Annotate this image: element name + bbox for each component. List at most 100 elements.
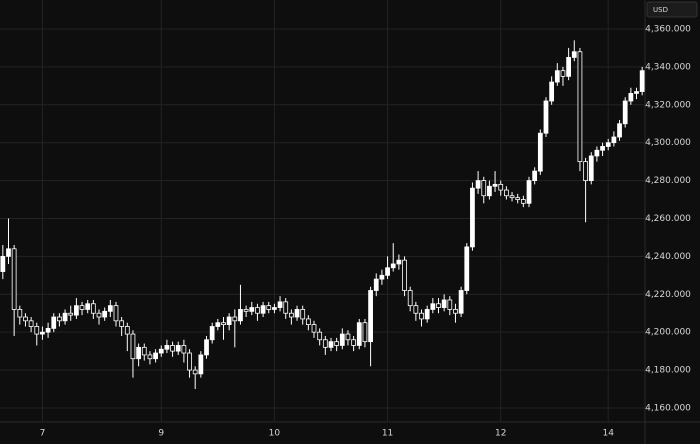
candle-body [23,316,28,322]
candle-body [215,322,221,327]
candle-body [124,326,130,335]
candle-body [170,345,175,352]
candle-body [249,307,255,312]
candle-body [34,326,40,335]
y-tick-label: 4,220.000 [645,290,691,300]
candle-body [334,341,340,346]
candle-body [283,301,289,314]
candle-body [147,354,153,360]
candle-body [390,263,396,269]
candle-body [368,290,373,343]
y-tick-label: 4,360.000 [645,24,691,34]
candle-body [622,100,628,125]
candle-body [175,345,181,352]
candle-body [68,312,74,316]
candle-body [407,290,413,307]
candle-body [549,81,555,102]
candle-body [509,195,515,199]
candle-body [164,345,170,350]
candle-body [266,305,272,310]
candle-body [345,333,351,341]
x-tick-label: 14 [602,429,614,439]
y-tick-label: 4,160.000 [645,403,691,413]
candle-body [192,369,198,375]
candle-body [57,316,62,322]
candle-body [634,91,639,94]
candle-body [441,299,447,308]
y-tick-label: 4,240.000 [645,252,691,262]
candle-body [492,183,498,187]
candle-body [470,187,475,248]
candle-body [560,70,566,77]
candle-body [6,248,11,257]
candle-body [187,352,192,371]
candle-body [379,274,385,280]
y-tick-label: 4,320.000 [645,100,691,110]
candle-body [85,303,91,310]
candle-body [487,185,492,197]
candle-body [277,301,283,308]
candle-body [600,146,605,151]
candle-body [351,339,356,346]
candle-body [515,197,521,200]
candle-body [458,290,464,314]
x-tick-label: 7 [40,429,46,439]
candle-body [554,70,560,83]
candle-body [294,309,300,318]
candle-body [153,352,158,360]
candle-body [204,339,209,356]
candle-body [617,123,622,138]
candle-body [17,309,23,318]
candle-body [62,312,68,322]
candle-body [119,320,125,327]
candle-body [209,326,215,341]
candle-body [45,327,51,333]
candle-body [424,309,430,320]
candle-body [141,346,147,356]
candle-body [136,346,141,360]
candle-body [198,354,204,375]
candle-body [430,303,436,310]
unit-label: USD [653,6,668,14]
candle-body [289,312,294,318]
candle-body [311,324,317,333]
candle-body [272,307,277,310]
candle-body [537,132,543,172]
candle-body [571,51,577,58]
candle-body [102,310,108,318]
candle-body [385,267,390,276]
candle-body [628,93,634,102]
candle-body [532,170,538,181]
candle-body [158,348,164,354]
candle-body [402,259,407,291]
y-tick-label: 4,340.000 [645,62,691,72]
candle-body [328,341,334,348]
candle-body [113,305,119,322]
candle-body [583,161,588,181]
candle-body [356,322,362,346]
candle-body [28,320,34,327]
candle-body [566,57,571,77]
candle-body [96,312,102,318]
candle-body [300,309,306,320]
candle-body [221,322,226,326]
candle-body [90,303,96,314]
candle-body [588,155,594,181]
candle-body [526,180,532,204]
x-tick-label: 9 [158,429,164,439]
candle-body [40,331,45,335]
candle-body [232,316,238,322]
candle-body [260,305,266,314]
candle-body [339,333,345,346]
candle-body [504,189,509,197]
candle-body [396,259,402,265]
y-tick-label: 4,200.000 [645,328,691,338]
y-tick-label: 4,280.000 [645,176,691,186]
candle-body [520,199,526,204]
candle-body [238,309,243,322]
unit-box [646,1,698,18]
candle-body [51,316,57,329]
candle-body [317,331,323,341]
candle-body [464,246,470,291]
